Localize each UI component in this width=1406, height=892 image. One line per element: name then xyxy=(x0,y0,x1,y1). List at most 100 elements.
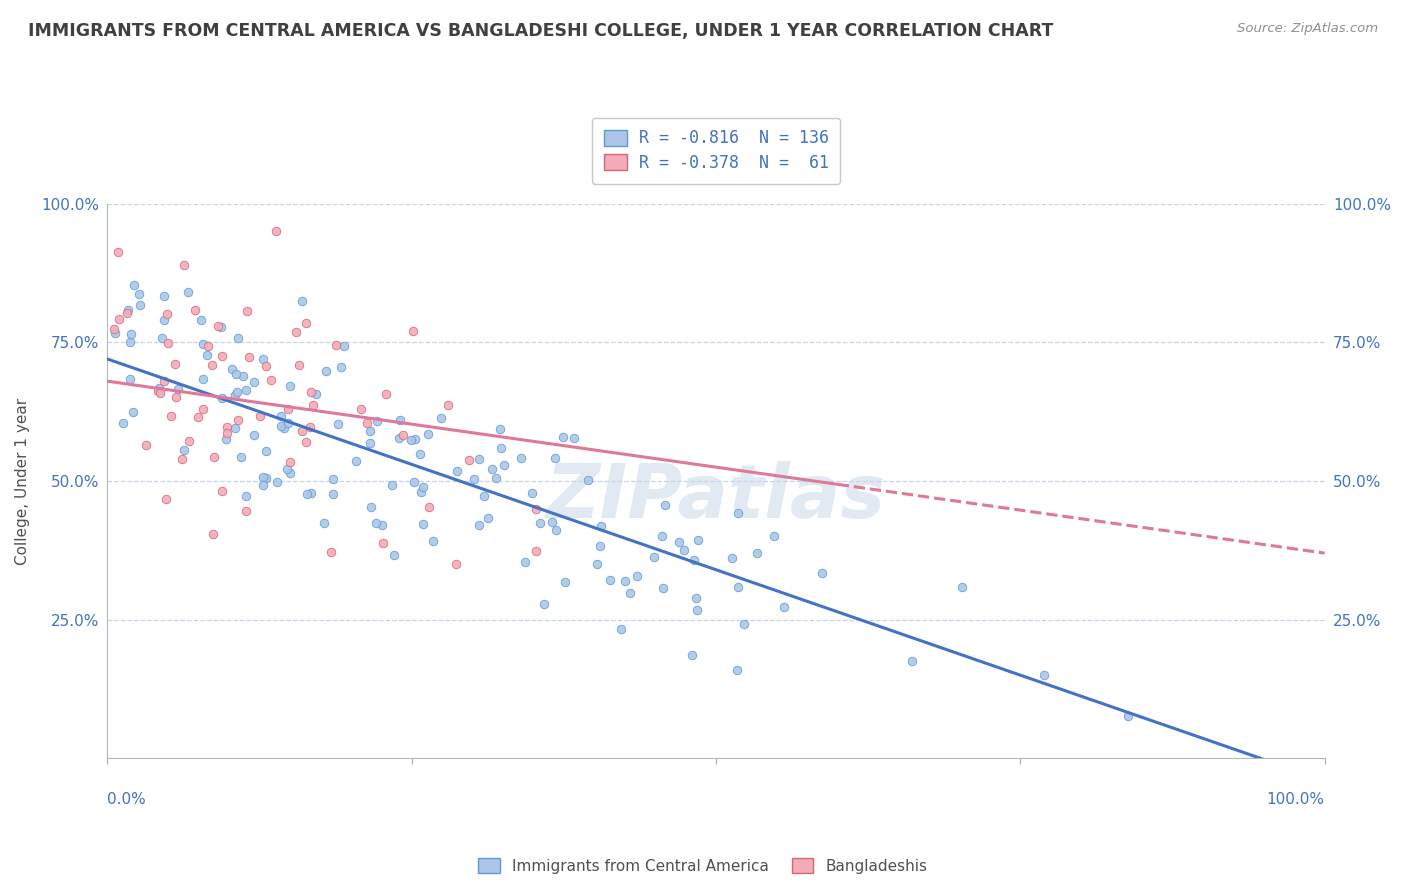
Point xyxy=(589,519,612,533)
Point xyxy=(356,416,378,430)
Point xyxy=(201,358,224,372)
Point xyxy=(278,467,301,481)
Point xyxy=(422,534,444,549)
Point xyxy=(270,409,292,423)
Point xyxy=(463,472,485,486)
Point xyxy=(291,425,314,439)
Point xyxy=(613,574,636,588)
Text: IMMIGRANTS FROM CENTRAL AMERICA VS BANGLADESHI COLLEGE, UNDER 1 YEAR CORRELATION: IMMIGRANTS FROM CENTRAL AMERICA VS BANGL… xyxy=(28,22,1053,40)
Point xyxy=(1032,668,1054,682)
Point xyxy=(402,324,425,338)
Point xyxy=(211,349,233,363)
Point xyxy=(153,313,176,327)
Point xyxy=(221,362,243,376)
Point xyxy=(481,462,503,476)
Point xyxy=(197,339,219,353)
Point xyxy=(299,485,322,500)
Point xyxy=(278,455,301,469)
Point xyxy=(599,573,621,587)
Point xyxy=(235,384,257,398)
Point xyxy=(727,580,749,594)
Point xyxy=(167,382,190,396)
Point xyxy=(524,502,547,516)
Point xyxy=(651,529,673,543)
Point xyxy=(950,580,973,594)
Point xyxy=(124,277,146,292)
Point xyxy=(187,410,209,425)
Point xyxy=(122,404,145,418)
Point xyxy=(626,569,648,583)
Point xyxy=(553,430,575,444)
Point xyxy=(554,575,576,590)
Point xyxy=(468,452,491,467)
Point xyxy=(150,331,173,345)
Point xyxy=(359,424,381,438)
Point xyxy=(217,426,239,441)
Point xyxy=(315,364,337,378)
Point xyxy=(295,316,318,330)
Point xyxy=(146,384,169,398)
Point xyxy=(688,533,710,547)
Point xyxy=(533,597,555,611)
Point xyxy=(179,434,201,448)
Point xyxy=(225,385,247,400)
Point xyxy=(652,582,675,596)
Point xyxy=(672,542,695,557)
Point xyxy=(118,372,141,386)
Point xyxy=(494,458,516,473)
Point xyxy=(444,558,467,572)
Point xyxy=(190,313,212,327)
Text: 0.0%: 0.0% xyxy=(107,791,146,806)
Text: Source: ZipAtlas.com: Source: ZipAtlas.com xyxy=(1237,22,1378,36)
Point xyxy=(288,358,311,372)
Point xyxy=(685,591,707,606)
Point xyxy=(152,289,174,303)
Point xyxy=(381,478,404,492)
Point xyxy=(329,360,352,375)
Point xyxy=(322,472,344,486)
Point xyxy=(1116,709,1139,723)
Point xyxy=(360,500,382,514)
Point xyxy=(277,416,299,430)
Point xyxy=(321,545,343,559)
Point xyxy=(266,475,288,490)
Point xyxy=(128,298,150,312)
Point xyxy=(389,413,412,427)
Point xyxy=(429,410,451,425)
Point xyxy=(243,375,266,389)
Point xyxy=(291,293,314,308)
Point xyxy=(254,444,277,458)
Point xyxy=(472,489,495,503)
Point xyxy=(165,357,187,371)
Legend: R = -0.816  N = 136, R = -0.378  N =  61: R = -0.816 N = 136, R = -0.378 N = 61 xyxy=(592,118,841,184)
Point xyxy=(322,487,344,501)
Point xyxy=(197,348,219,362)
Point xyxy=(725,664,748,678)
Point xyxy=(153,374,176,388)
Text: 100.0%: 100.0% xyxy=(1267,791,1324,806)
Point xyxy=(209,319,232,334)
Point xyxy=(172,451,194,466)
Point xyxy=(544,450,567,465)
Point xyxy=(135,438,157,452)
Point xyxy=(201,526,224,541)
Point xyxy=(235,489,257,503)
Point xyxy=(115,306,138,320)
Point xyxy=(513,555,536,569)
Point xyxy=(295,487,318,501)
Point xyxy=(399,434,422,448)
Point xyxy=(103,322,125,336)
Point xyxy=(243,428,266,442)
Point xyxy=(643,550,665,565)
Point xyxy=(491,441,513,455)
Point xyxy=(326,417,349,432)
Point xyxy=(165,390,187,404)
Point xyxy=(128,286,150,301)
Point xyxy=(370,518,392,533)
Point xyxy=(238,350,260,364)
Point xyxy=(211,484,233,499)
Point xyxy=(184,303,207,318)
Point xyxy=(374,387,396,401)
Point xyxy=(436,398,458,412)
Point xyxy=(254,471,277,485)
